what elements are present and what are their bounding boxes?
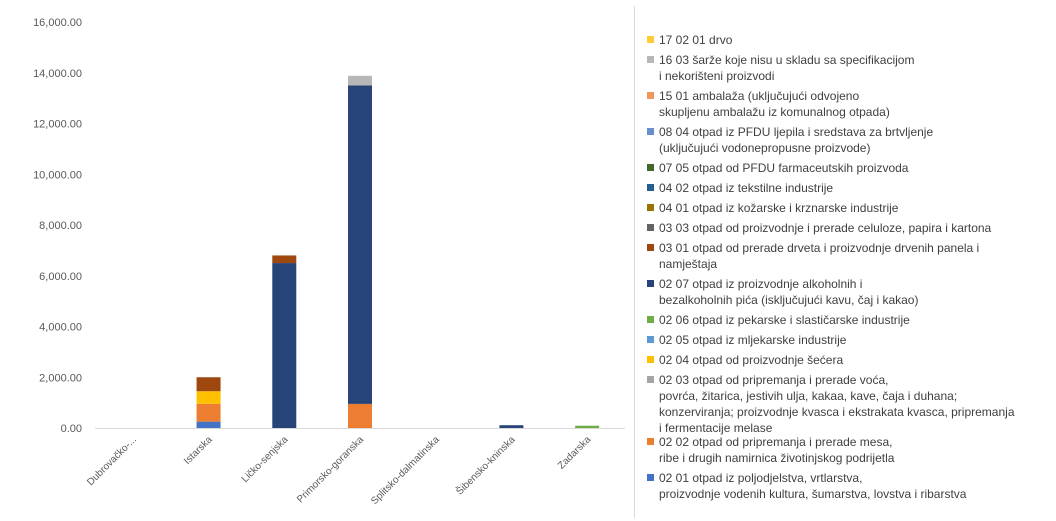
legend-label: 04 01 otpad iz kožarske i krznarske indu…	[659, 201, 899, 215]
bar-segment	[196, 377, 221, 392]
x-tick-label: Primorsko-goranska	[295, 434, 366, 505]
legend-swatch	[647, 244, 654, 251]
legend-divider	[634, 6, 635, 518]
x-tick-label: Splitsko-dalmatinska	[369, 434, 442, 507]
y-tick-label: 4,000.00	[39, 322, 82, 334]
legend-item: 08 04 otpad iz PFDU ljepila i sredstava …	[647, 124, 1055, 156]
y-tick-label: 6,000.00	[39, 271, 82, 283]
legend-swatch	[647, 438, 654, 445]
y-tick-label: 0.00	[61, 423, 82, 435]
bar-segment	[348, 85, 372, 404]
legend-label: 17 02 01 drvo	[659, 33, 733, 47]
legend-swatch	[647, 56, 654, 63]
chart-area: 0.00 2,000.00 4,000.00 6,000.00 8,000.00 10,0…	[33, 17, 625, 507]
legend-label: 04 02 otpad iz tekstilne industrije	[659, 181, 834, 195]
y-tick-label: 2,000.00	[39, 372, 82, 384]
legend-swatch	[647, 164, 654, 171]
legend-swatch	[647, 36, 654, 43]
bar-segment	[272, 255, 297, 264]
bar-segment	[272, 263, 297, 428]
x-tick-label: Dubrovačko-...	[85, 434, 139, 488]
bar-segment	[348, 403, 372, 428]
legend-item: 17 02 01 drvo	[647, 32, 1055, 48]
bar-segment	[499, 425, 524, 428]
legend-swatch	[647, 376, 654, 383]
legend-item: 16 03 šarže koje nisu u skladu sa specif…	[647, 52, 1055, 84]
legend-swatch	[647, 128, 654, 135]
legend-item: 02 03 otpad od pripremanja i prerade voć…	[647, 372, 1055, 436]
y-tick-label: 10,000.00	[33, 169, 82, 181]
y-tick-label: 8,000.00	[39, 220, 82, 232]
legend-item: 02 06 otpad iz pekarske i slastičarske i…	[647, 312, 1055, 328]
bar-segment	[196, 421, 221, 428]
bar-segment	[196, 403, 221, 422]
y-tick-label: 16,000.00	[33, 17, 82, 29]
legend-swatch	[647, 184, 654, 191]
legend-item: 04 01 otpad iz kožarske i krznarske indu…	[647, 200, 1055, 216]
legend-swatch	[647, 280, 654, 287]
legend-item: 04 02 otpad iz tekstilne industrije	[647, 180, 1055, 196]
legend-swatch	[647, 474, 654, 481]
x-tick-label: Šibensko-kninska	[453, 433, 518, 498]
legend-label: 02 06 otpad iz pekarske i slastičarske i…	[659, 313, 910, 327]
legend-label: 02 02 otpad od pripremanja i prerade mes…	[659, 435, 895, 465]
y-tick-label: 12,000.00	[33, 119, 82, 131]
legend-label: 02 04 otpad od proizvodnje šećera	[659, 353, 844, 367]
legend-label: 08 04 otpad iz PFDU ljepila i sredstava …	[659, 125, 934, 155]
legend-swatch	[647, 204, 654, 211]
legend-label: 02 03 otpad od pripremanja i prerade voć…	[659, 373, 1015, 435]
legend-label: 15 01 ambalaža (uključujući odvojeno sku…	[659, 89, 890, 119]
legend-label: 02 01 otpad iz poljodjelstva, vrtlarstva…	[659, 471, 967, 501]
bar-segment	[575, 425, 600, 428]
legend-item: 15 01 ambalaža (uključujući odvojeno sku…	[647, 88, 1055, 120]
legend-item: 02 04 otpad od proizvodnje šećera	[647, 352, 1055, 368]
x-tick-label: Ličko-senjska	[240, 434, 291, 485]
legend-swatch	[647, 336, 654, 343]
bar-segment	[348, 75, 372, 86]
legend-label: 16 03 šarže koje nisu u skladu sa specif…	[659, 53, 915, 83]
x-tick-label: Zadarska	[556, 434, 594, 472]
legend-item: 02 02 otpad od pripremanja i prerade mes…	[647, 434, 1055, 466]
legend-item: 07 05 otpad od PFDU farmaceutskih proizv…	[647, 160, 1055, 176]
legend-label: 02 05 otpad iz mljekarske industrije	[659, 333, 847, 347]
legend-swatch	[647, 92, 654, 99]
legend-label: 07 05 otpad od PFDU farmaceutskih proizv…	[659, 161, 909, 175]
legend-item: 02 05 otpad iz mljekarske industrije	[647, 332, 1055, 348]
legend-label: 02 07 otpad iz proizvodnje alkoholnih i …	[659, 277, 919, 307]
legend-swatch	[647, 316, 654, 323]
legend-label: 03 03 otpad od proizvodnje i prerade cel…	[659, 221, 992, 235]
chart-legend: 17 02 01 drvo 16 03 šarže koje nisu u skl…	[647, 32, 1055, 506]
legend-item: 03 01 otpad od prerade drveta i proizvod…	[647, 240, 1055, 272]
y-tick-label: 14,000.00	[33, 68, 82, 80]
legend-item: 02 01 otpad iz poljodjelstva, vrtlarstva…	[647, 470, 1055, 502]
x-tick-label: Istarska	[182, 434, 215, 467]
legend-swatch	[647, 356, 654, 363]
legend-label: 03 01 otpad od prerade drveta i proizvod…	[659, 241, 980, 271]
bar-segment	[196, 391, 221, 404]
stacked-bar-chart: 0.00 2,000.00 4,000.00 6,000.00 8,000.00 10,0…	[33, 17, 625, 507]
legend-item: 03 03 otpad od proizvodnje i prerade cel…	[647, 220, 1055, 236]
legend-item: 02 07 otpad iz proizvodnje alkoholnih i …	[647, 276, 1055, 308]
legend-swatch	[647, 224, 654, 231]
